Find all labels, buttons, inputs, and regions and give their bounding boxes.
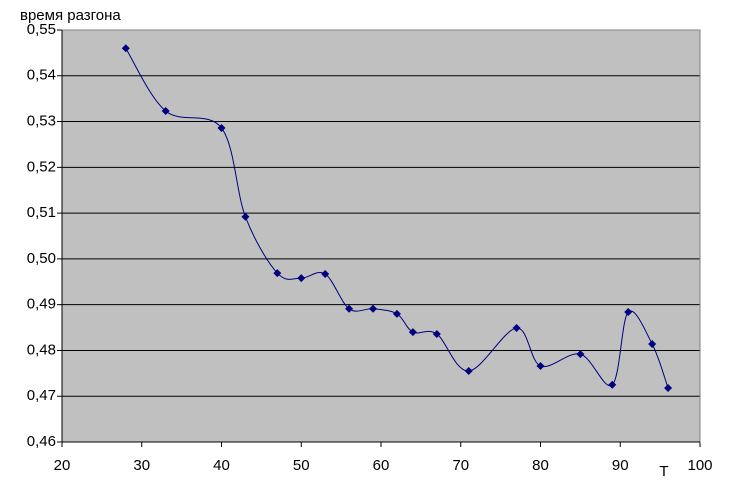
y-axis-label: время разгона <box>20 7 121 24</box>
x-tick-label: 60 <box>373 457 390 474</box>
plot-area <box>62 30 700 442</box>
data-point <box>241 212 250 221</box>
y-tick-label: 0,49 <box>27 296 56 313</box>
x-tick-label: 20 <box>54 457 71 474</box>
data-point <box>664 383 673 392</box>
y-tick-label: 0,52 <box>27 158 56 175</box>
data-point <box>345 304 354 313</box>
data-point <box>273 269 282 278</box>
y-tick-label: 0,54 <box>27 67 56 84</box>
data-point <box>432 329 441 338</box>
x-axis-label: T <box>659 463 668 480</box>
x-tick-label: 100 <box>687 457 712 474</box>
y-tick-label: 0,48 <box>27 341 56 358</box>
y-tick-label: 0,53 <box>27 113 56 130</box>
y-tick-label: 0,47 <box>27 387 56 404</box>
data-point <box>392 309 401 318</box>
data-point <box>369 304 378 313</box>
data-point <box>161 107 170 116</box>
y-tick-label: 0,55 <box>27 21 56 38</box>
x-tick-label: 70 <box>452 457 469 474</box>
data-point <box>217 123 226 132</box>
data-point <box>624 307 633 316</box>
data-point <box>512 324 521 333</box>
data-point <box>648 340 657 349</box>
data-point <box>321 269 330 278</box>
data-point <box>536 362 545 371</box>
x-tick-label: 80 <box>532 457 549 474</box>
y-tick-label: 0,51 <box>27 204 56 221</box>
data-point <box>297 274 306 283</box>
y-tick-label: 0,50 <box>27 250 56 267</box>
data-point <box>608 380 617 389</box>
x-tick-label: 90 <box>612 457 629 474</box>
x-tick-label: 40 <box>213 457 230 474</box>
x-tick-label: 50 <box>293 457 310 474</box>
data-point <box>576 350 585 359</box>
data-point <box>408 328 417 337</box>
x-tick-label: 30 <box>133 457 150 474</box>
y-tick-label: 0,46 <box>27 433 56 450</box>
data-point <box>121 44 130 53</box>
data-point <box>464 367 473 376</box>
